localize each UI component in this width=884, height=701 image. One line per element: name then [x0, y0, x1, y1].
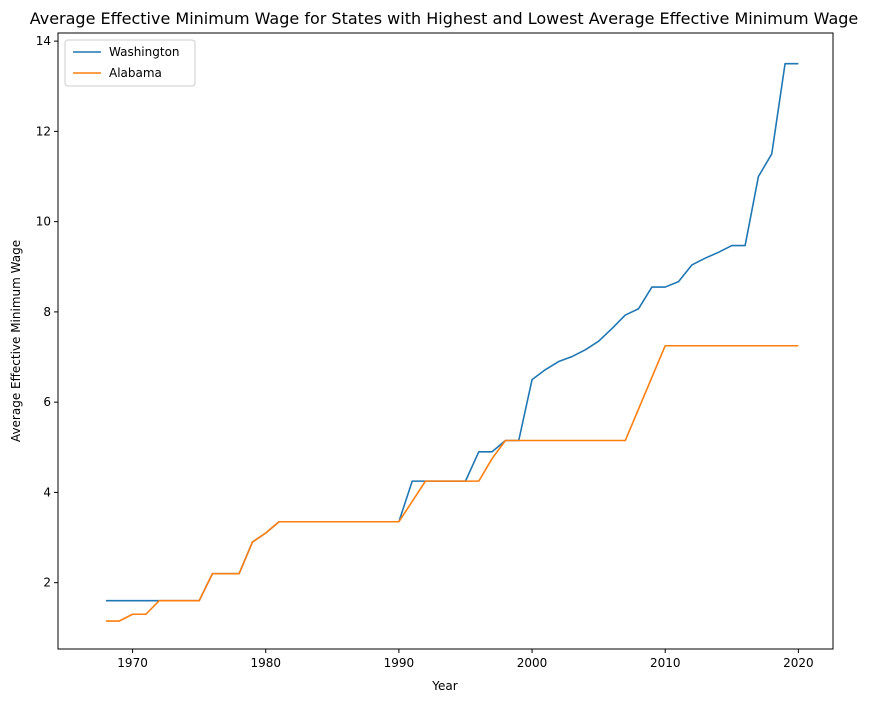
- legend-label: Washington: [109, 45, 180, 59]
- x-tick-label: 1970: [117, 656, 148, 670]
- x-tick-label: 1990: [384, 656, 415, 670]
- legend-label: Alabama: [109, 66, 162, 80]
- y-tick-label: 10: [36, 215, 51, 229]
- x-axis-label: Year: [431, 679, 457, 693]
- y-tick-label: 14: [36, 34, 51, 48]
- plot-frame: [57, 32, 834, 650]
- y-tick-label: 6: [43, 395, 51, 409]
- chart-title: Average Effective Minimum Wage for State…: [30, 9, 859, 28]
- series-line-washington: [105, 62, 799, 602]
- series-layer: [105, 62, 799, 622]
- x-axis: 1970 1980 1990 2000 2010 2020: [117, 649, 814, 670]
- x-tick-label: 2010: [650, 656, 681, 670]
- legend: Washington Alabama: [64, 39, 196, 87]
- y-tick-label: 4: [43, 485, 51, 499]
- y-tick-label: 2: [43, 576, 51, 590]
- series-line-alabama: [105, 344, 799, 622]
- y-axis-label: Average Effective Minimum Wage: [9, 240, 23, 442]
- x-tick-label: 2020: [783, 656, 814, 670]
- y-axis: 2 4 6 8 10 12 14: [36, 34, 58, 590]
- x-tick-label: 2000: [517, 656, 548, 670]
- y-tick-label: 8: [43, 305, 51, 319]
- y-tick-label: 12: [36, 124, 51, 138]
- x-tick-label: 1980: [250, 656, 281, 670]
